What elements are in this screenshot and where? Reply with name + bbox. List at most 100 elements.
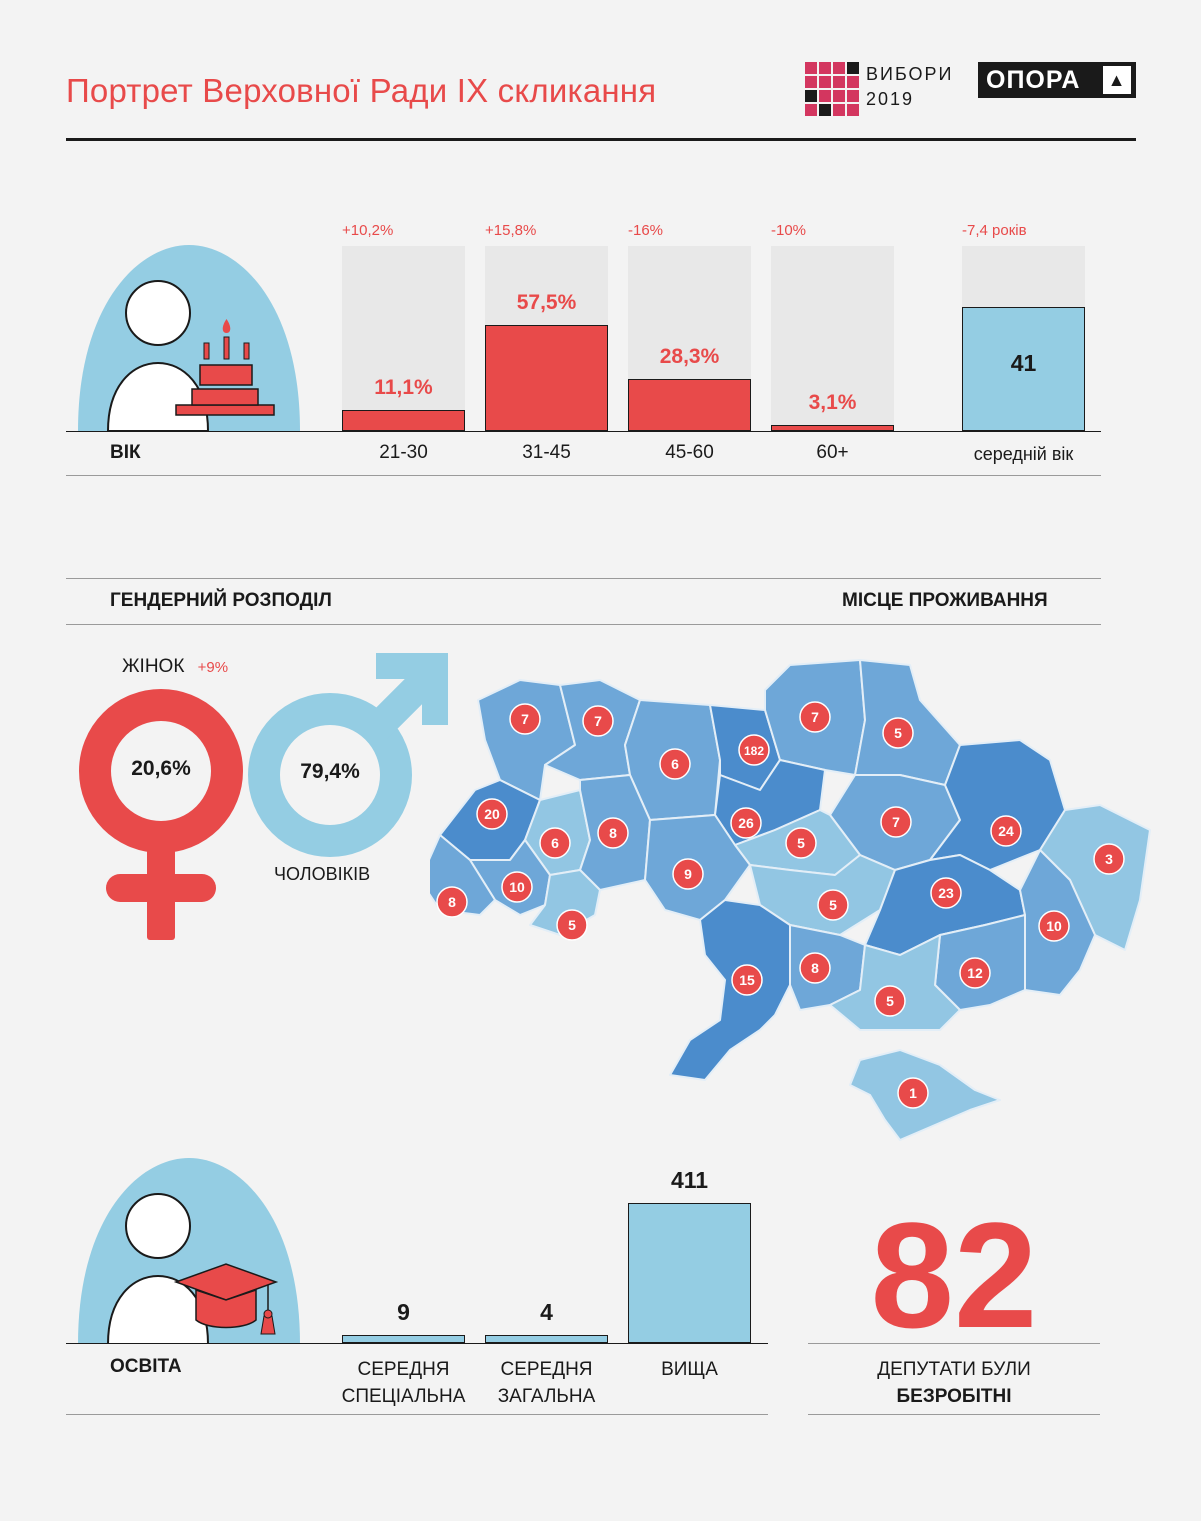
region-marker bbox=[672, 858, 704, 890]
gender-section-label: ГЕНДЕРНИЙ РОЗПОДІЛ bbox=[110, 590, 332, 611]
unemployed-value: 82 bbox=[870, 1191, 1038, 1359]
region-marker bbox=[799, 952, 831, 984]
avg-age-value: 41 bbox=[1010, 350, 1037, 376]
region-marker bbox=[597, 817, 629, 849]
age-value-label-0: 11,1% bbox=[374, 376, 433, 400]
region-marker-value: 20 bbox=[484, 806, 500, 822]
region-marker bbox=[959, 957, 991, 989]
region-marker bbox=[897, 1077, 929, 1109]
region-marker-value: 7 bbox=[892, 814, 900, 830]
region-marker-value: 1 bbox=[909, 1085, 917, 1101]
avg-age-category: середній вік bbox=[973, 444, 1074, 464]
region-marker bbox=[874, 985, 906, 1017]
region-marker bbox=[436, 886, 468, 918]
education-category-line1: СЕРЕДНЯ bbox=[357, 1359, 450, 1380]
region-marker-value: 7 bbox=[811, 709, 819, 725]
region-odesa bbox=[669, 899, 791, 1081]
region-marker bbox=[785, 827, 817, 859]
age-bar-0 bbox=[342, 410, 465, 431]
vybory-logo-grid-icon bbox=[805, 62, 859, 116]
education-bottom-divider bbox=[66, 1414, 768, 1415]
age-category-3: 60+ bbox=[816, 442, 849, 463]
region-marker bbox=[582, 705, 614, 737]
region-marker-value: 6 bbox=[551, 835, 559, 851]
women-label-text: ЖІНОК bbox=[122, 656, 185, 677]
ukraine-map: 7 7 6 182 7 5 20 6 8 26 5 7 24 3 9 8 10 5 5 23 10 15 8 12 5 1 bbox=[419, 645, 1165, 1145]
region-marker bbox=[509, 703, 541, 735]
male-symbol bbox=[244, 647, 452, 857]
region-marker bbox=[817, 889, 849, 921]
age-bottom-divider bbox=[66, 475, 1101, 476]
region-marker bbox=[556, 909, 588, 941]
region-marker-value: 5 bbox=[829, 897, 837, 913]
ukraine-map-svg: 7 7 6 182 7 5 20 6 8 26 5 7 24 3 9 8 10 5 5 23 10 15 8 12 5 1 bbox=[419, 659, 1151, 1141]
region-marker-value: 182 bbox=[744, 744, 764, 758]
education-category-0: СЕРЕДНЯ СПЕЦІАЛЬНА bbox=[332, 1356, 475, 1410]
unemployed-line2: БЕЗРОБІТНІ bbox=[896, 1386, 1012, 1407]
unemployed-bottom-divider bbox=[808, 1414, 1100, 1415]
region-marker-value: 5 bbox=[568, 917, 576, 933]
region-marker-value: 23 bbox=[938, 885, 954, 901]
age-change-1: +15,8% bbox=[485, 222, 537, 239]
education-category-line2: ЗАГАЛЬНА bbox=[497, 1386, 596, 1407]
gender-bottom-divider bbox=[66, 624, 1101, 625]
region-marker-value: 9 bbox=[684, 866, 692, 882]
education-value-2: 411 bbox=[670, 1167, 709, 1193]
education-section-label: ОСВІТА bbox=[110, 1356, 182, 1377]
avg-age-bar bbox=[962, 307, 1085, 431]
region-marker bbox=[880, 806, 912, 838]
age-bar-background-3 bbox=[771, 246, 894, 431]
region-marker-value: 8 bbox=[811, 960, 819, 976]
region-marker bbox=[882, 717, 914, 749]
region-marker bbox=[738, 734, 770, 766]
region-marker-value: 7 bbox=[521, 711, 529, 727]
map-regions bbox=[419, 659, 1151, 1141]
age-bar-3 bbox=[771, 425, 894, 431]
page-title: Портрет Верховної Ради IX скликання bbox=[66, 72, 657, 109]
age-illustration bbox=[78, 245, 300, 432]
age-change-2: -16% bbox=[628, 222, 664, 239]
vybory-line2: 2019 bbox=[866, 89, 915, 109]
unemployed-line1: ДЕПУТАТИ БУЛИ bbox=[877, 1359, 1031, 1380]
region-marker-value: 26 bbox=[738, 815, 754, 831]
map-markers: 7 7 6 182 7 5 20 6 8 26 5 7 24 3 9 8 10 5 5 23 10 15 8 12 5 1 bbox=[436, 701, 1125, 1109]
age-value-label-2: 28,3% bbox=[659, 344, 720, 368]
unemployed-top-divider bbox=[808, 1343, 1100, 1344]
region-marker-value: 5 bbox=[797, 835, 805, 851]
age-change-0: +10,2% bbox=[342, 222, 394, 239]
age-category-1: 31-45 bbox=[522, 442, 571, 463]
region-kherson bbox=[829, 934, 961, 1031]
region-marker bbox=[1093, 843, 1125, 875]
men-value: 79,4% bbox=[300, 760, 360, 783]
triangle-icon: ▲ bbox=[1103, 66, 1131, 94]
women-change: +9% bbox=[197, 659, 229, 676]
region-marker bbox=[730, 807, 762, 839]
women-value: 20,6% bbox=[131, 757, 191, 780]
age-category-2: 45-60 bbox=[665, 442, 714, 463]
region-marker-value: 5 bbox=[894, 725, 902, 741]
education-category-1: СЕРЕДНЯ ЗАГАЛЬНА bbox=[475, 1356, 618, 1410]
female-symbol-icon bbox=[79, 689, 243, 940]
region-marker-value: 8 bbox=[609, 825, 617, 841]
region-marker bbox=[1038, 910, 1070, 942]
avg-age-change: -7,4 років bbox=[962, 222, 1027, 239]
region-marker-value: 10 bbox=[509, 879, 525, 895]
age-bar-1 bbox=[485, 324, 608, 431]
education-value-1: 4 bbox=[540, 1299, 553, 1325]
header-divider bbox=[66, 138, 1136, 141]
region-marker bbox=[799, 701, 831, 733]
age-category-0: 21-30 bbox=[379, 442, 428, 463]
opora-text: ОПОРА bbox=[986, 65, 1081, 94]
region-marker-value: 3 bbox=[1105, 851, 1113, 867]
vybory-text: ВИБОРИ 2019 bbox=[866, 62, 954, 112]
region-marker-value: 12 bbox=[967, 965, 983, 981]
education-bar-0 bbox=[342, 1335, 465, 1343]
opora-logo: ОПОРА ▲ bbox=[978, 62, 1136, 98]
age-value-label-1: 57,5% bbox=[516, 290, 577, 314]
education-value-0: 9 bbox=[397, 1299, 410, 1325]
age-bar-background-0 bbox=[342, 246, 465, 431]
person-with-cake-icon bbox=[78, 245, 300, 432]
age-baseline bbox=[66, 431, 1101, 432]
education-bar-1 bbox=[485, 1335, 608, 1343]
age-change-3: -10% bbox=[771, 222, 807, 239]
